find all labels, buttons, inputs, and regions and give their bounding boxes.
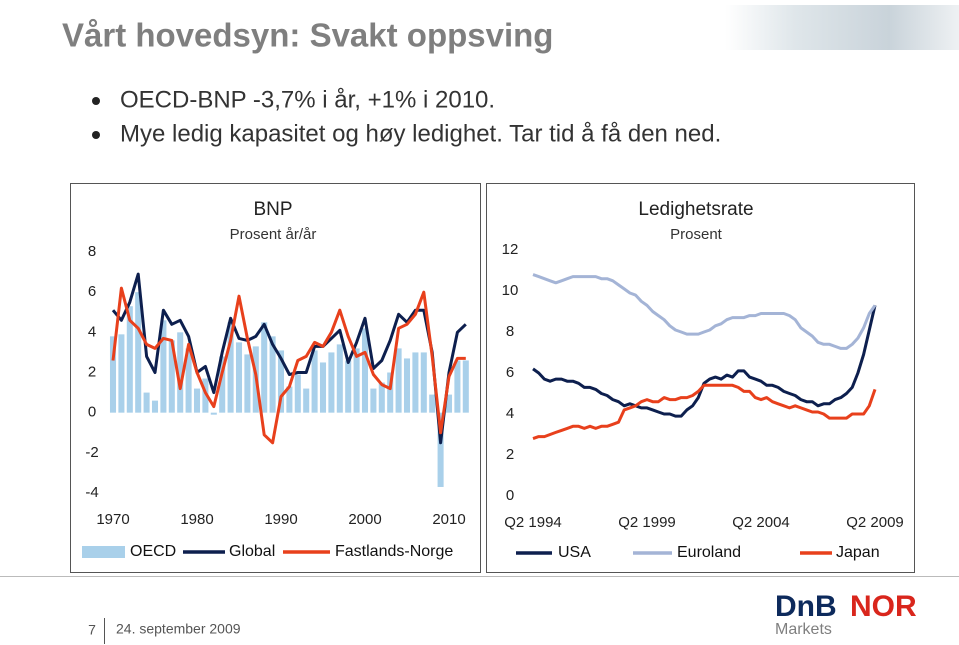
- bar: [168, 340, 175, 413]
- bar: [336, 344, 343, 413]
- bar: [151, 400, 159, 413]
- bullet: Mye ledig kapasitet og høy ledighet. Tar…: [120, 120, 721, 147]
- x-tick-label: Q2 1994: [504, 514, 562, 531]
- y-tick-label: 0: [506, 487, 514, 504]
- logo-left: DnB: [775, 590, 837, 623]
- logo-sub: Markets: [775, 621, 832, 638]
- legend-swatch: [82, 546, 125, 558]
- bullet-dot: [92, 131, 100, 139]
- bar: [143, 392, 150, 413]
- legend-label: OECD: [130, 543, 176, 560]
- footer-date: 24. september 2009: [116, 621, 241, 637]
- y-tick-label: 6: [506, 364, 514, 381]
- bar: [210, 412, 217, 415]
- bar: [269, 336, 276, 413]
- y-tick-label: 4: [88, 323, 96, 340]
- x-tick-label: Q2 2009: [846, 514, 904, 531]
- y-tick-label: 8: [88, 243, 96, 260]
- x-tick-label: 2010: [432, 511, 465, 528]
- legend-label: Euroland: [677, 544, 741, 561]
- bar: [109, 336, 117, 413]
- bar: [177, 332, 184, 413]
- bar: [227, 322, 234, 413]
- x-tick-label: 2000: [348, 511, 381, 528]
- line-series: [532, 383, 877, 441]
- bar: [294, 374, 301, 413]
- y-tick-label: 0: [88, 404, 96, 421]
- chart-subtitle: Prosent år/år: [230, 226, 317, 243]
- x-tick-label: Q2 2004: [732, 514, 790, 531]
- y-tick-label: 8: [506, 323, 514, 340]
- bar: [387, 372, 394, 413]
- bar: [361, 328, 369, 413]
- bar: [277, 350, 285, 413]
- line-series: [111, 286, 466, 445]
- bar: [395, 348, 402, 413]
- y-tick-label: 2: [506, 446, 514, 463]
- bar: [261, 322, 268, 413]
- bar: [328, 352, 335, 413]
- page-number: 7: [88, 622, 96, 638]
- y-tick-label: 4: [506, 405, 514, 422]
- bullet: OECD-BNP -3,7% i år, +1% i 2010.: [120, 86, 495, 113]
- slide-title: Vårt hovedsyn: Svakt oppsving: [62, 17, 553, 54]
- x-tick-label: Q2 1999: [618, 514, 676, 531]
- bar: [303, 388, 310, 413]
- legend-label: Japan: [836, 544, 880, 561]
- bar: [202, 378, 209, 413]
- chart-title: BNP: [253, 199, 292, 220]
- bar: [420, 352, 427, 413]
- y-tick-label: 10: [502, 282, 519, 299]
- legend-label: Fastlands-Norge: [335, 543, 453, 560]
- line-series: [532, 273, 877, 350]
- bar: [437, 412, 444, 487]
- x-tick-label: 1980: [180, 511, 213, 528]
- bar: [126, 306, 133, 413]
- bar: [412, 352, 419, 413]
- x-tick-label: 1990: [264, 511, 297, 528]
- bar: [462, 360, 469, 413]
- logo-right: NOR: [850, 590, 917, 623]
- bar: [319, 362, 327, 413]
- bar: [345, 360, 352, 413]
- bar: [193, 388, 201, 413]
- line-series: [532, 305, 877, 418]
- bar: [244, 354, 251, 413]
- y-tick-label: -2: [85, 444, 98, 461]
- bar: [219, 356, 226, 413]
- bar: [370, 388, 377, 413]
- bar: [403, 358, 411, 413]
- legend-label: Global: [229, 543, 275, 560]
- bar: [135, 292, 142, 413]
- legend-label: USA: [558, 544, 591, 561]
- bar: [429, 394, 436, 413]
- bar: [160, 320, 167, 413]
- header-image: [725, 5, 959, 50]
- bar: [235, 342, 243, 413]
- chart-subtitle: Prosent: [670, 226, 723, 243]
- bar: [286, 386, 293, 413]
- y-tick-label: -4: [85, 484, 98, 501]
- y-tick-label: 6: [88, 283, 96, 300]
- bar: [378, 382, 385, 413]
- bullet-dot: [92, 97, 100, 105]
- y-tick-label: 12: [502, 241, 519, 258]
- bar: [311, 350, 318, 413]
- bar: [454, 360, 461, 413]
- bar: [353, 348, 360, 413]
- x-tick-label: 1970: [96, 511, 129, 528]
- y-tick-label: 2: [88, 363, 96, 380]
- bar: [118, 334, 125, 413]
- bar: [185, 348, 192, 413]
- bar: [445, 394, 453, 413]
- chart-title: Ledighetsrate: [638, 199, 753, 220]
